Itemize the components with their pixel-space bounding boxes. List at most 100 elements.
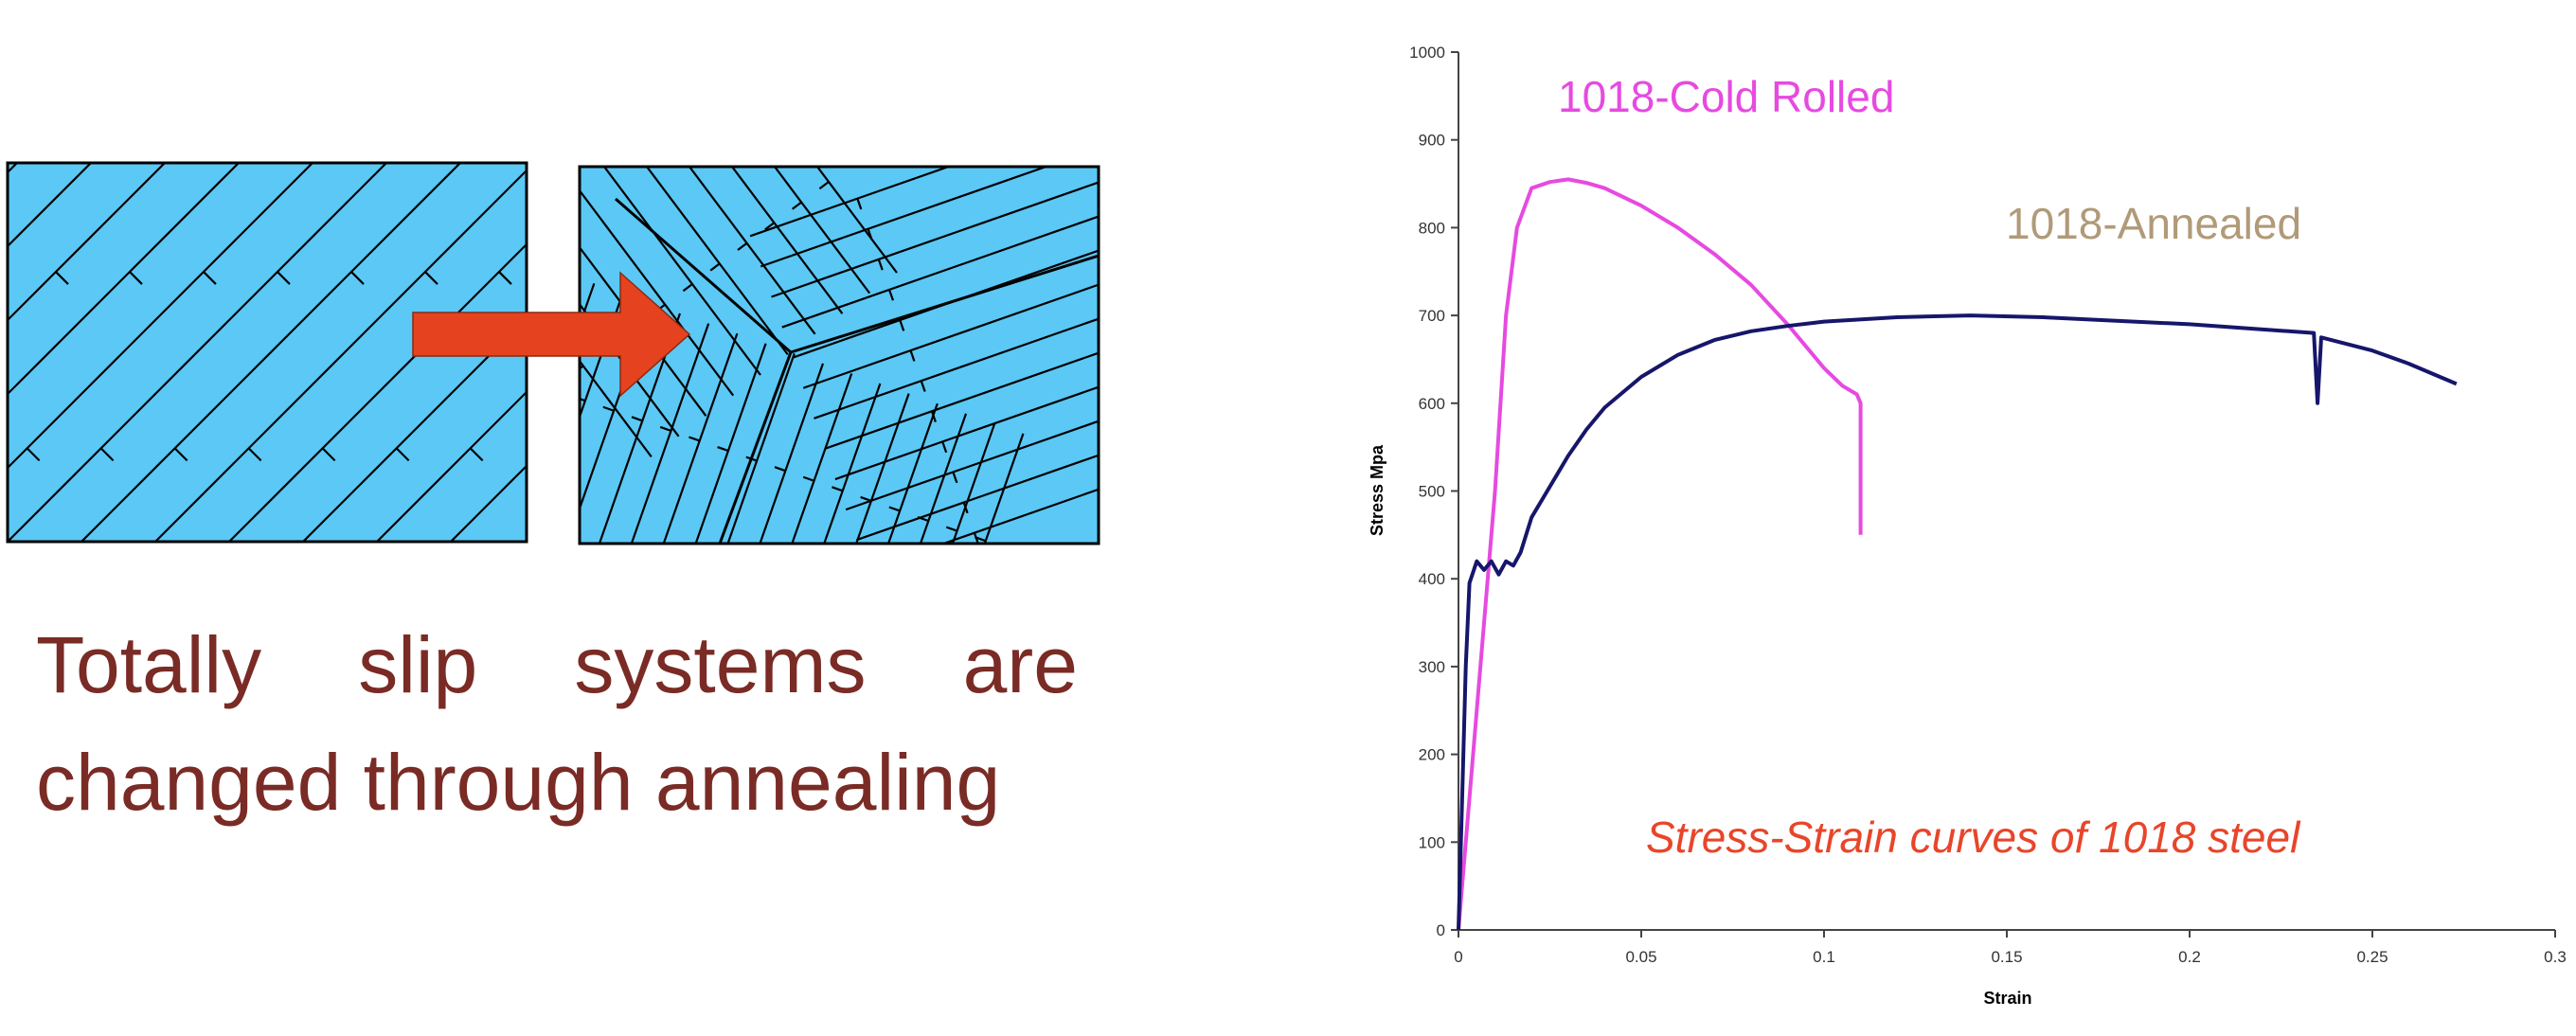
stress-strain-chart: 0 100 200 300 400 500 600 700 800 900 1000 0 0.05 0.… [1368,44,2567,1008]
series-cold-rolled-line [1457,177,1863,931]
x-axis-label: Strain [1983,989,2031,1008]
y-tick-label: 0 [1437,921,1445,939]
slip-plane-line [940,488,1099,544]
chart-title: Stress-Strain curves of 1018 steel [1646,813,2301,862]
y-tick-label: 600 [1419,395,1445,413]
slip-plane-line [856,454,1099,542]
dislocation-mark [321,447,336,462]
dislocation-mark [277,271,291,285]
slip-plane-line [80,163,462,542]
slip-plane-line [376,390,527,542]
dislocation-mark [764,222,776,231]
dislocation-mark [99,447,115,462]
dislocation-mark [832,486,844,492]
slip-plane-line [228,242,527,542]
slip-plane-line [773,167,871,295]
slip-plane-line [771,181,1099,298]
y-tick-label: 400 [1419,570,1445,588]
slip-plane-line [580,188,735,397]
dislocation-mark [173,447,188,462]
slip-plane-line [598,313,681,544]
slip-plane-line [630,323,710,544]
slip-plane-line [694,343,767,544]
series-label-cold-rolled: 1018-Cold Rolled [1558,72,1894,121]
x-tick-label: 0.25 [2356,948,2388,966]
dislocation-mark [395,447,410,462]
dislocation-mark [877,259,884,271]
dislocation-mark [26,447,41,462]
slip-plane-line [662,332,739,544]
slip-plane-line [580,303,653,512]
dislocation-mark [498,271,512,285]
y-tick-label: 900 [1419,132,1445,150]
y-tick-label: 700 [1419,307,1445,325]
slip-plane-line [580,293,624,420]
dislocation-mark [546,387,556,391]
dislocation-mark [602,405,615,412]
slip-plane-line [645,167,789,356]
dislocation-mark [945,526,957,532]
dislocation-mark [424,271,438,285]
dislocation-mark [975,536,987,543]
grain-boundary [718,351,793,544]
dislocation-mark [888,506,901,512]
slip-plane-line [854,393,910,544]
slip-plane-line [8,163,241,396]
dislocation-mark [203,271,217,285]
slip-plane-line [792,249,1099,359]
dislocation-mark [909,349,916,362]
dislocation-mark [580,365,584,370]
annealing-arrow [412,271,691,398]
x-tick-label: 0.15 [1991,948,2022,966]
slip-plane-line [8,163,314,470]
slip-plane-line [815,167,898,274]
slip-plane-line [834,385,1099,481]
dislocation-mark [920,380,926,392]
slip-plane-line [983,433,1025,544]
dislocation-mark [791,201,802,210]
slip-plane-line [726,352,796,544]
slip-plane-line [154,169,527,542]
series-label-annealed: 1018-Annealed [2006,199,2301,248]
dislocation-mark [774,466,786,473]
slip-plane-line [8,163,167,322]
slip-plane-line [580,359,653,458]
slip-systems-diagram [6,161,1100,545]
slip-plane-line [730,167,844,314]
dislocation-mark [682,283,693,293]
dislocation-mark [952,472,958,484]
dislocation-mark [818,181,830,190]
slip-plane-line [688,167,816,335]
grain-boundary [790,254,1099,354]
dislocation-mark [129,271,143,285]
slip-plane-line [951,422,996,544]
slip-plane-line [823,383,882,544]
caption-text: Totally slip systems are changed through… [36,620,1078,827]
dislocation-mark [802,475,814,482]
dislocation-mark [899,319,905,331]
dislocation-mark [545,448,557,460]
dislocation-mark [689,436,701,442]
y-tick-label: 800 [1419,219,1445,237]
x-tick-label: 0.2 [2178,948,2201,966]
slip-plane-line [759,363,825,544]
y-tick-label: 500 [1419,483,1445,501]
slip-plane-line [602,167,761,376]
dislocation-mark [659,425,671,432]
dislocation-mark [631,416,643,422]
y-tick-label: 200 [1419,746,1445,764]
dislocation-mark [469,447,484,462]
y-tick-label: 100 [1419,833,1445,851]
slip-plane-line [886,402,939,544]
grain-boundary [615,197,792,354]
slip-plane-line [302,316,527,542]
y-tick-label: 1000 [1409,44,1445,62]
y-axis-label: Stress Mpa [1368,444,1386,536]
dislocation-mark [737,241,748,251]
dislocation-mark [247,447,262,462]
dislocation-mark [860,495,872,502]
dislocation-mark [717,446,729,453]
y-tick-label: 300 [1419,658,1445,676]
dislocation-mark [580,397,586,402]
x-tick-label: 0.1 [1813,948,1835,966]
